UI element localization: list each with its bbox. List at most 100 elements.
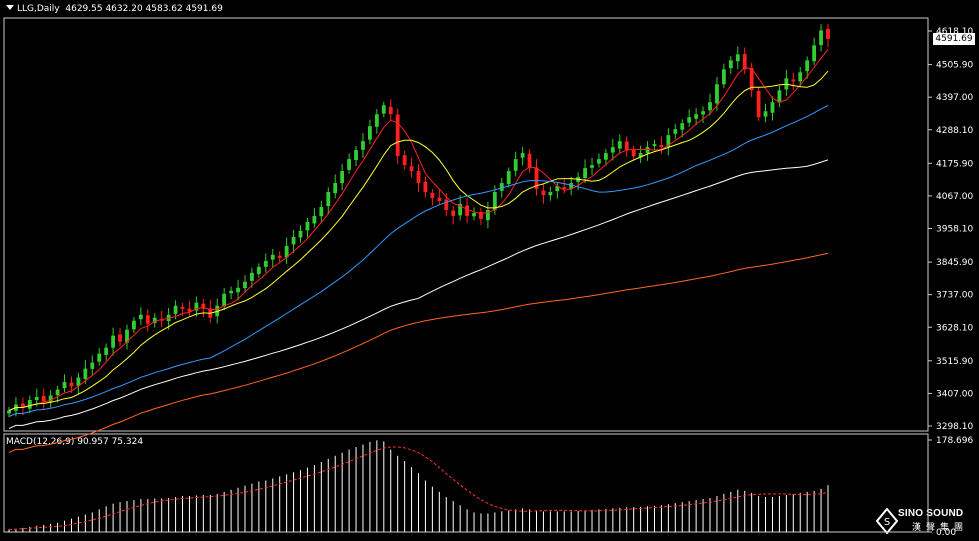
bull-candle bbox=[284, 245, 289, 258]
macd-header: MACD(12,26,9) 90.957 75.324 bbox=[6, 437, 144, 447]
bull-candle bbox=[812, 45, 817, 62]
ma5-line bbox=[8, 49, 829, 411]
price-tick-label: 4618.10 bbox=[936, 27, 973, 37]
price-tick-label: 4397.00 bbox=[936, 93, 973, 103]
bull-candle bbox=[27, 399, 32, 409]
bull-candle bbox=[715, 84, 719, 104]
bear-candle bbox=[659, 145, 664, 148]
ma60-line bbox=[8, 159, 829, 429]
ma10-line bbox=[8, 70, 829, 411]
bull-candle bbox=[381, 105, 386, 114]
bull-candle bbox=[652, 144, 657, 146]
price-tick-label: 3845.90 bbox=[936, 258, 973, 268]
bear-candle bbox=[465, 205, 469, 216]
current-price-label: 4591.69 bbox=[933, 33, 975, 45]
bull-candle bbox=[138, 314, 143, 320]
ohlc-readout: 4629.55 4632.20 4583.62 4591.69 bbox=[65, 4, 223, 14]
bull-candle bbox=[492, 192, 497, 210]
bull-candle bbox=[645, 147, 650, 154]
ma120-line bbox=[8, 252, 829, 453]
bull-candle bbox=[583, 168, 587, 178]
bear-candle bbox=[534, 167, 539, 190]
bear-candle bbox=[409, 166, 414, 172]
bull-candle bbox=[312, 215, 317, 224]
bull-candle bbox=[728, 60, 733, 69]
bull-candle bbox=[458, 203, 463, 216]
bull-candle bbox=[680, 123, 685, 130]
bull-candle bbox=[48, 395, 53, 403]
bull-candle bbox=[694, 114, 699, 119]
bull-candle bbox=[250, 272, 254, 281]
bull-candle bbox=[472, 212, 476, 217]
bull-candle bbox=[173, 305, 178, 314]
bear-candle bbox=[277, 255, 282, 258]
bull-candle bbox=[617, 141, 622, 149]
bull-candle bbox=[270, 254, 275, 260]
bull-candle bbox=[291, 236, 296, 245]
bull-candle bbox=[506, 171, 511, 184]
bear-candle bbox=[187, 308, 192, 312]
bear-candle bbox=[742, 54, 747, 70]
bull-candle bbox=[673, 129, 678, 134]
price-pane-frame bbox=[3, 17, 929, 432]
svg-text:S: S bbox=[884, 517, 890, 528]
bear-candle bbox=[20, 403, 25, 408]
bull-candle bbox=[354, 150, 358, 161]
bull-candle bbox=[777, 90, 782, 103]
bull-candle bbox=[735, 54, 740, 62]
bull-candle bbox=[243, 281, 247, 289]
bull-candle bbox=[222, 293, 227, 307]
bull-candle bbox=[7, 410, 11, 414]
bull-candle bbox=[194, 302, 199, 311]
bear-candle bbox=[631, 149, 636, 157]
price-tick-label: 4067.00 bbox=[936, 192, 973, 202]
bear-candle bbox=[527, 153, 532, 169]
bull-candle bbox=[55, 389, 60, 396]
bull-candle bbox=[361, 141, 365, 150]
bull-candle bbox=[76, 377, 81, 386]
sino-sound-logo: S SINO SOUND 漢聲集團 bbox=[875, 507, 976, 540]
bull-candle bbox=[805, 60, 810, 72]
bear-candle bbox=[479, 212, 483, 219]
macd-signal-line bbox=[8, 446, 829, 530]
price-tick-label: 4288.10 bbox=[936, 126, 973, 136]
bull-candle bbox=[90, 362, 95, 369]
bull-candle bbox=[236, 287, 240, 293]
bull-candle bbox=[721, 69, 726, 85]
bear-candle bbox=[118, 334, 122, 342]
bear-candle bbox=[402, 155, 407, 166]
bull-candle bbox=[97, 353, 102, 362]
bear-candle bbox=[41, 395, 46, 402]
bull-candle bbox=[229, 290, 234, 294]
bull-candle bbox=[326, 192, 331, 207]
dropdown-triangle-icon[interactable] bbox=[6, 5, 14, 10]
bull-candle bbox=[590, 165, 594, 168]
bear-candle bbox=[541, 190, 546, 196]
bull-candle bbox=[319, 206, 324, 217]
bull-candle bbox=[485, 209, 490, 221]
bull-candle bbox=[333, 183, 338, 194]
price-tick-label: 4505.90 bbox=[936, 61, 973, 71]
bear-candle bbox=[562, 187, 567, 190]
symbol-label: LLG,Daily bbox=[17, 4, 60, 14]
bull-candle bbox=[763, 111, 768, 117]
bull-candle bbox=[610, 147, 615, 153]
bear-candle bbox=[395, 114, 400, 157]
bull-candle bbox=[548, 192, 553, 196]
bull-candle bbox=[770, 102, 775, 113]
bull-candle bbox=[555, 186, 560, 192]
bull-candle bbox=[374, 114, 379, 127]
bull-candle bbox=[111, 335, 116, 348]
bear-candle bbox=[749, 67, 754, 91]
bear-candle bbox=[430, 192, 435, 199]
bull-candle bbox=[340, 171, 345, 184]
bull-candle bbox=[62, 382, 67, 389]
bull-candle bbox=[104, 347, 109, 355]
bear-candle bbox=[451, 210, 456, 216]
bear-candle bbox=[180, 306, 185, 309]
bull-candle bbox=[305, 221, 310, 231]
bear-candle bbox=[145, 315, 150, 324]
diamond-logo-icon: S bbox=[875, 507, 899, 535]
logo-english: SINO SOUND bbox=[898, 508, 964, 519]
